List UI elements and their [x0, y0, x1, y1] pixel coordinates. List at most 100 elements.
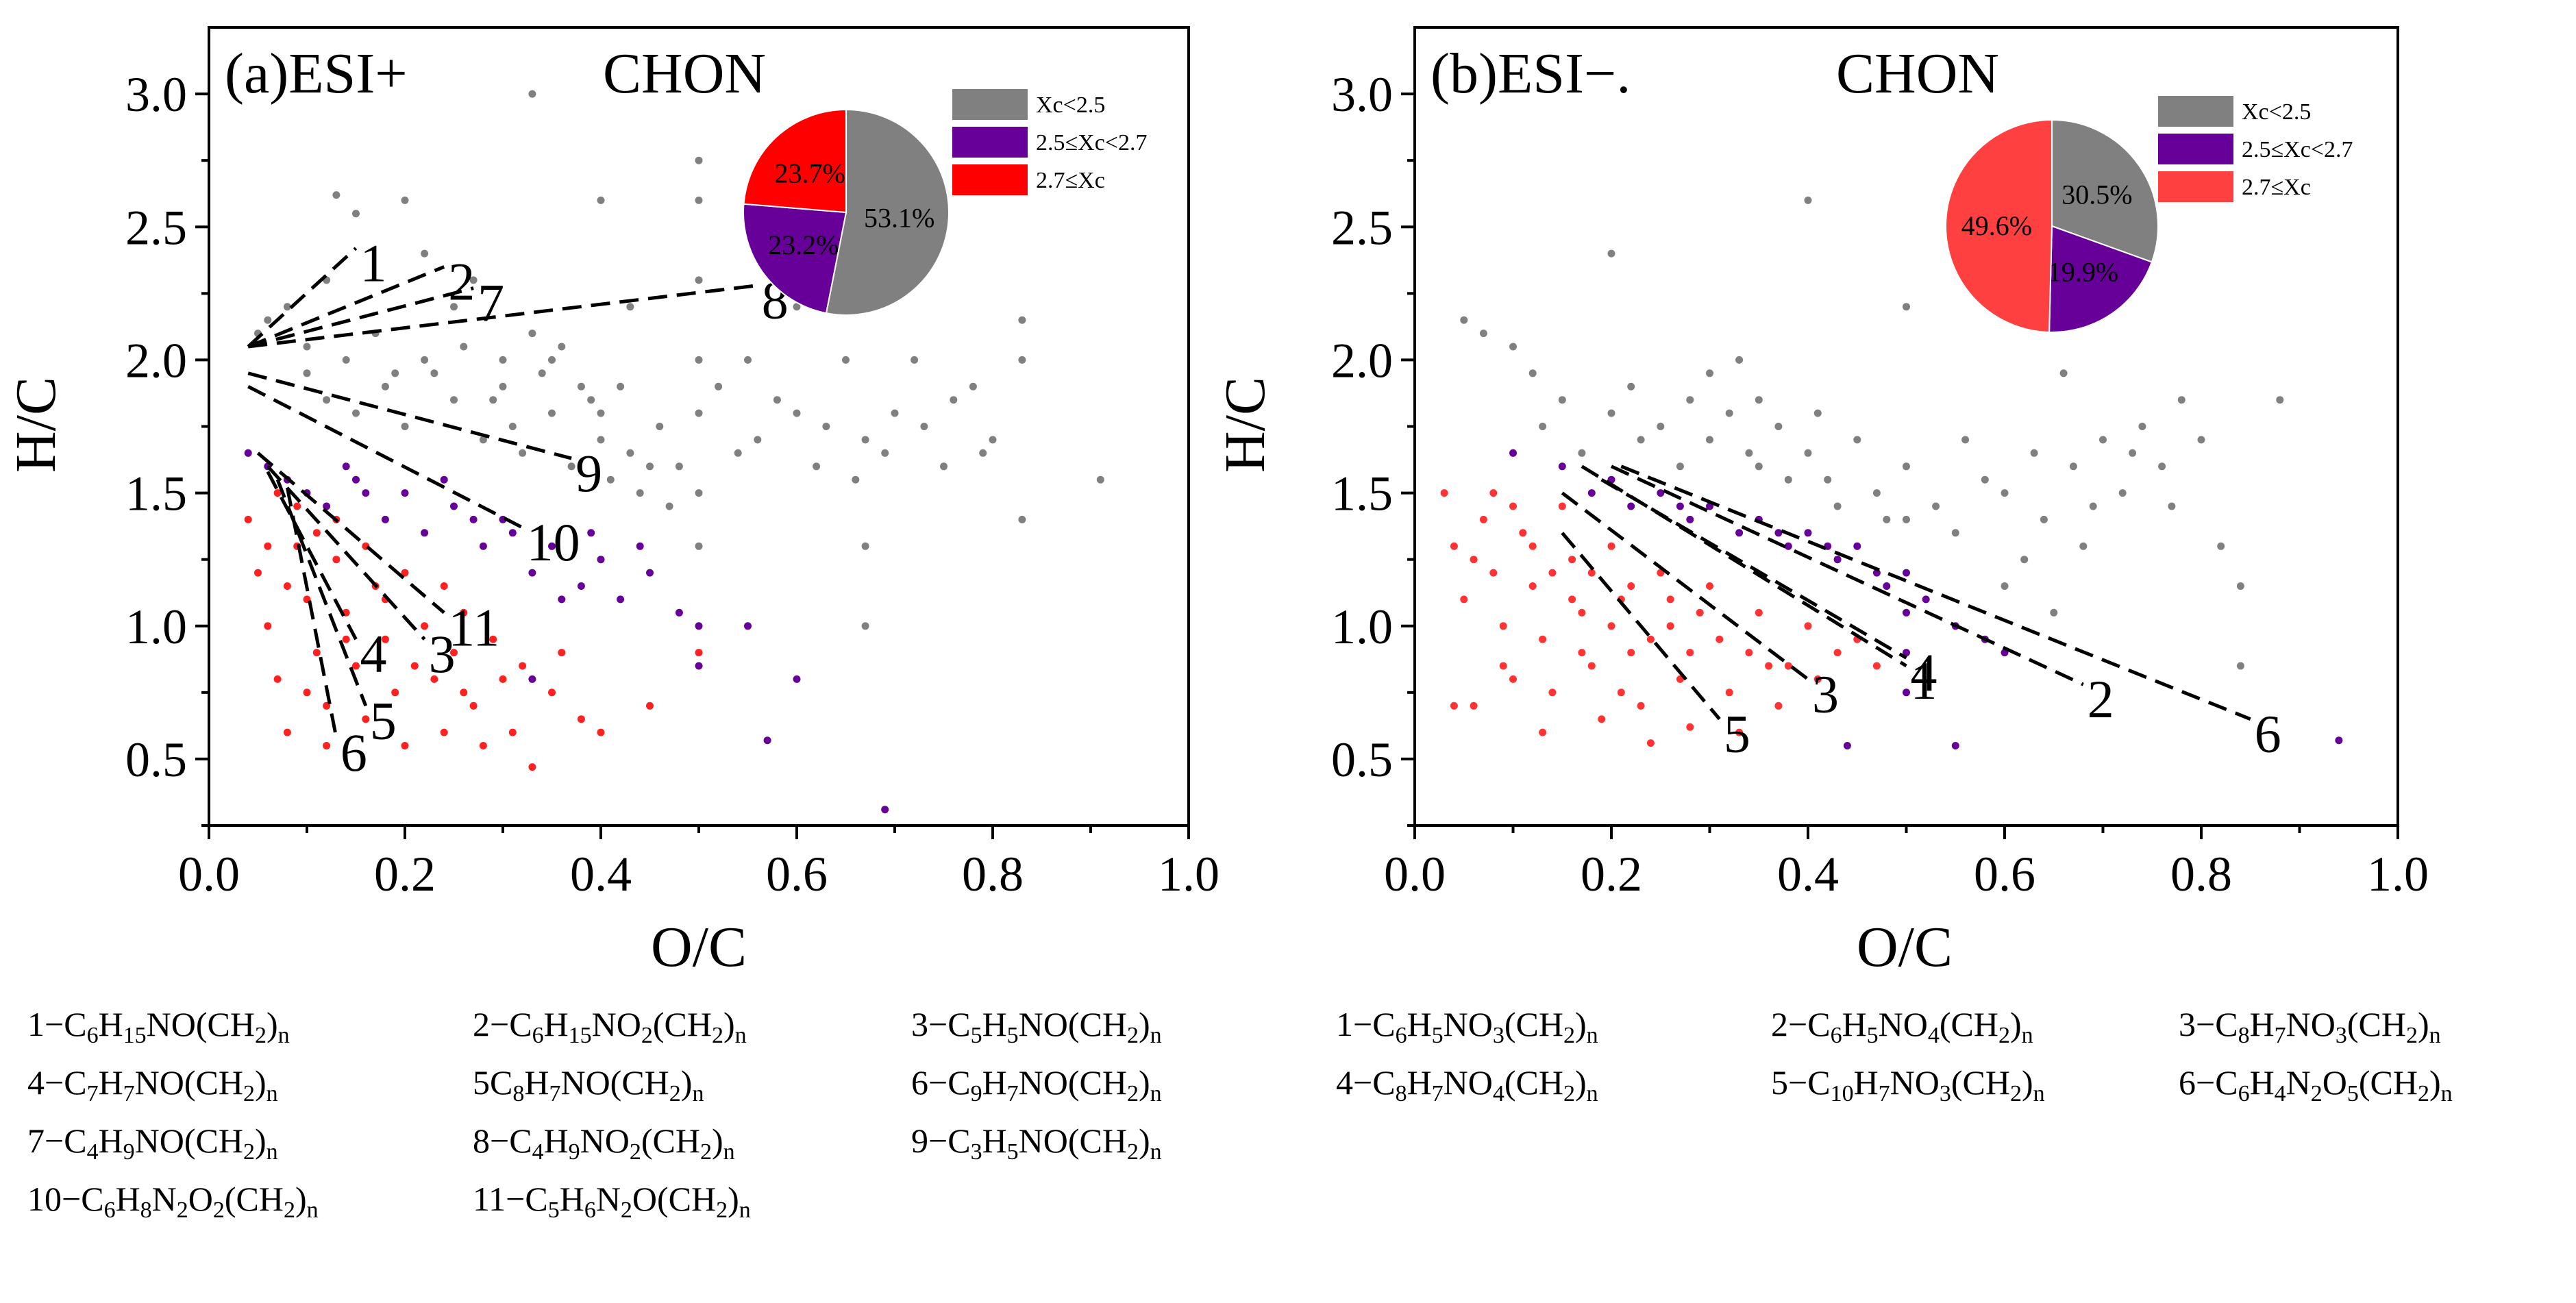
- panel-b-point: [1558, 396, 1566, 404]
- panel-a-point: [528, 90, 536, 98]
- panel-a-point: [508, 529, 517, 537]
- panel-b-point: [1804, 449, 1812, 457]
- panel-a-point: [421, 622, 429, 630]
- panel-b-point: [1587, 569, 1596, 577]
- panel-a-y-tick-label: 2.5: [125, 200, 187, 255]
- panel-a-point: [450, 303, 458, 311]
- panel-a-point: [695, 409, 703, 417]
- panel-a-point: [646, 462, 654, 471]
- panel-a-legend-label: 2.7≤Xc: [1036, 168, 1105, 193]
- panel-b-x-tick-label: 0.4: [1777, 847, 1839, 902]
- panel-b-trend-line-2: [1610, 464, 2084, 686]
- panel-b-point: [2217, 542, 2225, 550]
- panel-b-point: [1804, 529, 1812, 537]
- panel-a-point: [352, 662, 360, 670]
- panel-a-point: [911, 356, 919, 364]
- panel-a-point: [636, 542, 644, 550]
- panel-b-series-0: [1460, 196, 2284, 670]
- panel-a-trend-line-2: [247, 265, 445, 349]
- panel-b-point: [1499, 662, 1507, 670]
- panel-a-point: [401, 423, 409, 430]
- panel-a-formula-7: 7−C4H9NO(CH2)n: [27, 1121, 278, 1165]
- panel-b-point: [2335, 736, 2343, 745]
- panel-a-point: [283, 303, 291, 311]
- panel-b-point: [1686, 396, 1694, 404]
- panel-a-point: [479, 542, 487, 550]
- panel-a-subtitle: CHON: [603, 42, 766, 106]
- panel-a-point: [548, 542, 556, 550]
- panel-a-point: [460, 343, 468, 351]
- panel-a-point: [675, 608, 683, 617]
- panel-b-point: [1568, 595, 1576, 604]
- panel-b-point: [1706, 436, 1713, 444]
- panel-a-point: [587, 529, 595, 537]
- panel-b-point: [1745, 449, 1753, 457]
- panel-b-point: [2158, 462, 2166, 471]
- panel-a-point: [636, 489, 644, 497]
- panel-a-trend-label-9: 9: [575, 443, 602, 503]
- panel-a-point: [499, 382, 507, 390]
- panel-a-point: [646, 569, 654, 577]
- panel-a-pie-slice: [825, 108, 950, 316]
- panel-b-point: [1666, 595, 1674, 604]
- panel-b-point: [1843, 742, 1851, 749]
- panel-b-point: [1627, 649, 1635, 657]
- panel-b-point: [2129, 449, 2137, 457]
- panel-a-point: [332, 191, 340, 199]
- panel-b-point: [1824, 475, 1832, 484]
- panel-a-x-tick-label: 0.0: [178, 847, 240, 902]
- panel-b-point: [1528, 542, 1537, 550]
- panel-b-point: [1637, 702, 1645, 710]
- panel-a-point: [499, 675, 507, 683]
- panel-a-point: [744, 356, 752, 364]
- panel-a-point: [695, 156, 703, 164]
- panel-a-point: [401, 489, 409, 497]
- panel-a-point: [567, 462, 575, 471]
- panel-a-point: [264, 316, 272, 324]
- panel-b-point: [1804, 622, 1812, 630]
- panel-a-point: [881, 806, 889, 814]
- panel-a-point: [450, 649, 458, 657]
- panel-b-point: [1587, 489, 1596, 497]
- panel-a-point: [861, 622, 869, 630]
- panel-b-point: [1735, 728, 1744, 736]
- panel-b-point: [1903, 569, 1910, 577]
- panel-a-trend-line-10: [247, 385, 523, 530]
- panel-b-point: [1489, 489, 1498, 497]
- panel-a-point: [842, 356, 850, 364]
- panel-b-point: [1853, 436, 1861, 444]
- panel-a-series-0: [254, 90, 1104, 630]
- panel-a-point: [450, 396, 458, 404]
- panel-b-point: [1735, 529, 1744, 537]
- panel-b-point: [1813, 675, 1822, 683]
- panel-a-point: [597, 436, 605, 444]
- panel-a-point: [587, 396, 595, 404]
- panel-a-point: [401, 569, 409, 577]
- panel-b-point: [1951, 742, 1959, 749]
- panel-b-point: [1784, 475, 1792, 484]
- panel-a-trend-line-4: [266, 471, 358, 641]
- panel-a-point: [656, 423, 664, 430]
- panel-a-trend-line-9: [247, 371, 572, 460]
- panel-a-point: [273, 675, 282, 683]
- panel-a-point: [421, 249, 429, 258]
- panel-a-point: [793, 675, 801, 683]
- panel-a-point: [1018, 316, 1026, 324]
- panel-b-point: [1951, 529, 1959, 537]
- panel-b-pie-legend: Xc<2.5 2.5≤Xc<2.7 2.7≤Xc: [2158, 96, 2353, 202]
- panel-a-title: (a)ESI+: [225, 42, 408, 106]
- panel-a-point: [519, 449, 527, 457]
- panel-b-point: [1686, 515, 1694, 523]
- panel-b-point: [1883, 515, 1891, 523]
- panel-a-trend-line-7: [247, 286, 474, 349]
- panel-a-point: [665, 502, 673, 510]
- panel-a-point: [558, 649, 566, 657]
- panel-b-point: [1617, 688, 1625, 697]
- panel-b-y-tick-label: 2.5: [1331, 200, 1393, 255]
- panel-a-x-tick-label: 0.8: [962, 847, 1024, 902]
- panel-b-y-tick-label: 1.5: [1331, 467, 1393, 521]
- panel-a-pie-legend: Xc<2.5 2.5≤Xc<2.7 2.7≤Xc: [952, 89, 1147, 195]
- panel-a-point: [342, 635, 350, 643]
- panel-b-point: [1568, 556, 1576, 564]
- panel-a-point: [273, 489, 282, 497]
